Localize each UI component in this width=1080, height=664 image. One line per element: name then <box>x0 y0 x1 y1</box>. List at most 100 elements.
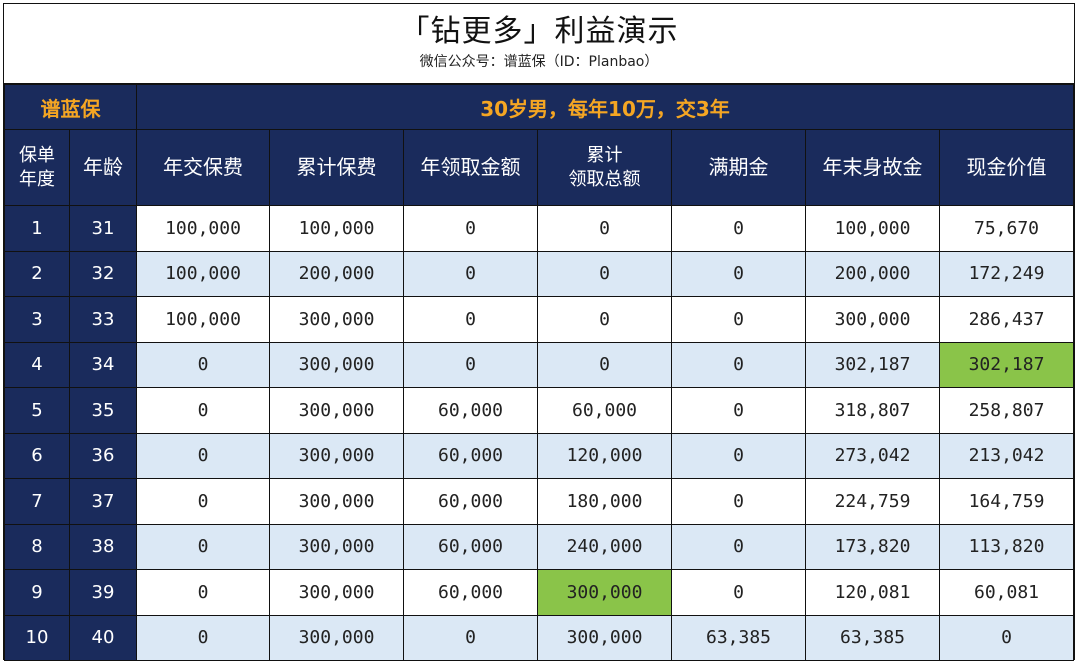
value-cell: 0 <box>403 205 538 252</box>
value-cell: 173,820 <box>805 523 940 570</box>
value-cell: 0 <box>671 432 806 479</box>
value-cell: 0 <box>671 296 806 343</box>
age-cell: 36 <box>69 432 137 479</box>
value-cell: 0 <box>671 387 806 434</box>
column-header: 年末身故金 <box>805 129 940 206</box>
column-header-line: 满期金 <box>708 155 769 179</box>
column-header: 累计 领取总额 <box>537 129 672 206</box>
policy-year-cell: 9 <box>4 569 70 616</box>
value-cell: 0 <box>671 523 806 570</box>
column-header: 保单 年度 <box>4 129 70 206</box>
column-header-line: 年末身故金 <box>822 155 923 179</box>
value-cell: 0 <box>403 614 538 661</box>
table-row: 8 38 0 300,000 60,000 240,000 0 173,820 113,820 <box>4 523 1075 570</box>
value-cell: 0 <box>136 341 270 388</box>
value-cell: 300,000 <box>537 569 672 616</box>
value-cell: 0 <box>136 523 270 570</box>
value-cell: 0 <box>671 478 806 525</box>
table-row: 7 37 0 300,000 60,000 180,000 0 224,759 164,759 <box>4 478 1075 525</box>
value-cell: 100,000 <box>136 250 270 297</box>
value-cell: 63,385 <box>805 614 940 661</box>
policy-year-cell: 6 <box>4 432 70 479</box>
value-cell: 113,820 <box>938 523 1075 570</box>
age-cell: 34 <box>69 341 137 388</box>
value-cell: 120,081 <box>805 569 940 616</box>
value-cell: 286,437 <box>938 296 1075 343</box>
brand-label: 谱蓝保 <box>4 84 137 130</box>
value-cell: 300,000 <box>269 387 404 434</box>
value-cell: 0 <box>537 205 672 252</box>
age-cell: 33 <box>69 296 137 343</box>
column-header-line: 保单 <box>19 144 55 166</box>
page-subtitle: 微信公众号：谱蓝保（ID：Planbao） <box>419 54 659 70</box>
column-header-line: 年交保费 <box>163 155 243 179</box>
value-cell: 60,000 <box>537 387 672 434</box>
value-cell: 0 <box>671 341 806 388</box>
age-cell: 38 <box>69 523 137 570</box>
table-row: 1 31 100,000 100,000 0 0 0 100,000 75,670 <box>4 205 1075 252</box>
column-header: 累计保费 <box>269 129 404 206</box>
policy-year-cell: 1 <box>4 205 70 252</box>
value-cell: 0 <box>671 205 806 252</box>
value-cell: 0 <box>136 478 270 525</box>
value-cell: 0 <box>403 296 538 343</box>
value-cell: 60,000 <box>403 387 538 434</box>
value-cell: 0 <box>537 250 672 297</box>
banner-row: 谱蓝保 30岁男，每年10万，交3年 <box>4 84 1075 130</box>
value-cell: 0 <box>537 296 672 343</box>
policy-year-cell: 3 <box>4 296 70 343</box>
age-cell: 32 <box>69 250 137 297</box>
column-header: 年领取金额 <box>403 129 538 206</box>
value-cell: 0 <box>671 569 806 616</box>
value-cell: 60,000 <box>403 523 538 570</box>
value-cell: 300,000 <box>269 341 404 388</box>
policy-year-cell: 4 <box>4 341 70 388</box>
value-cell: 120,000 <box>537 432 672 479</box>
scenario-label: 30岁男，每年10万，交3年 <box>135 84 1075 130</box>
value-cell: 0 <box>136 569 270 616</box>
table-row: 3 33 100,000 300,000 0 0 0 300,000 286,437 <box>4 296 1075 343</box>
table-row: 4 34 0 300,000 0 0 0 302,187 302,187 <box>4 341 1075 388</box>
column-header: 现金价值 <box>938 129 1075 206</box>
value-cell: 200,000 <box>269 250 404 297</box>
column-header-line: 现金价值 <box>966 155 1047 179</box>
age-cell: 39 <box>69 569 137 616</box>
value-cell: 300,000 <box>269 478 404 525</box>
value-cell: 60,000 <box>403 569 538 616</box>
title-block: 「钻更多」利益演示 微信公众号：谱蓝保（ID：Planbao） <box>4 4 1074 84</box>
value-cell: 172,249 <box>938 250 1075 297</box>
value-cell: 63,385 <box>671 614 806 661</box>
value-cell: 300,000 <box>269 569 404 616</box>
age-cell: 37 <box>69 478 137 525</box>
column-header: 年龄 <box>69 129 137 206</box>
value-cell: 0 <box>938 614 1075 661</box>
table-row: 5 35 0 300,000 60,000 60,000 0 318,807 258,807 <box>4 387 1075 434</box>
value-cell: 0 <box>403 250 538 297</box>
value-cell: 318,807 <box>805 387 940 434</box>
column-header-line: 年龄 <box>83 155 123 179</box>
value-cell: 164,759 <box>938 478 1075 525</box>
value-cell: 300,000 <box>269 614 404 661</box>
benefit-illustration-sheet: 「钻更多」利益演示 微信公众号：谱蓝保（ID：Planbao） 谱蓝保 30岁男… <box>3 3 1075 661</box>
value-cell: 0 <box>671 250 806 297</box>
value-cell: 60,000 <box>403 432 538 479</box>
table-row: 6 36 0 300,000 60,000 120,000 0 273,042 213,042 <box>4 432 1075 479</box>
value-cell: 300,000 <box>269 296 404 343</box>
value-cell: 240,000 <box>537 523 672 570</box>
value-cell: 60,000 <box>403 478 538 525</box>
policy-year-cell: 10 <box>4 614 70 661</box>
value-cell: 200,000 <box>805 250 940 297</box>
value-cell: 0 <box>537 341 672 388</box>
age-cell: 40 <box>69 614 137 661</box>
column-header-line: 年领取金额 <box>420 155 521 179</box>
value-cell: 0 <box>136 387 270 434</box>
age-cell: 35 <box>69 387 137 434</box>
age-cell: 31 <box>69 205 137 252</box>
table-row: 10 40 0 300,000 0 300,000 63,385 63,385 0 <box>4 614 1075 661</box>
policy-year-cell: 7 <box>4 478 70 525</box>
value-cell: 100,000 <box>136 296 270 343</box>
value-cell: 100,000 <box>269 205 404 252</box>
value-cell: 60,081 <box>938 569 1075 616</box>
value-cell: 258,807 <box>938 387 1075 434</box>
value-cell: 273,042 <box>805 432 940 479</box>
